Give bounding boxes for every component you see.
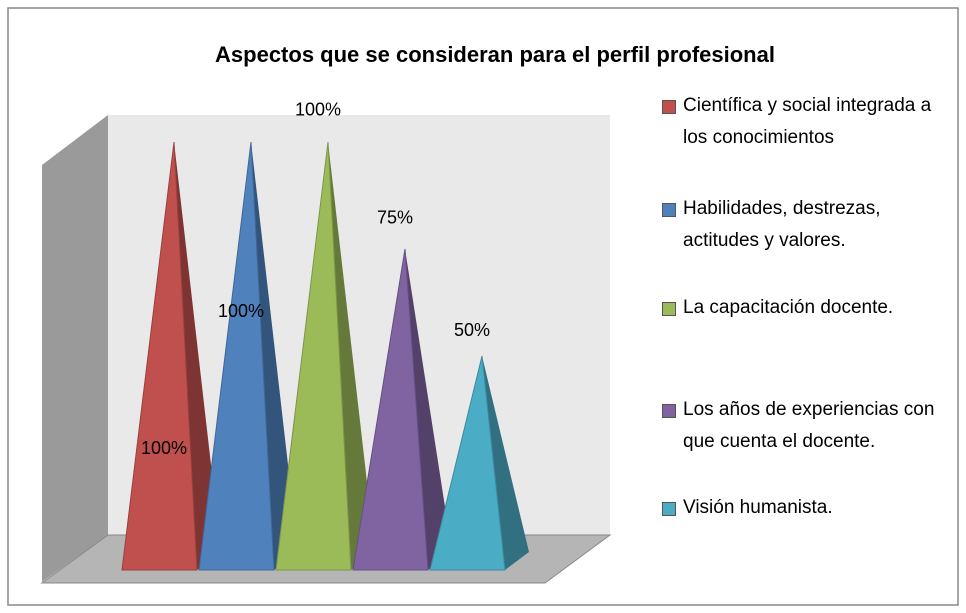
legend-item: Científica y social integrada a los cono… (662, 90, 947, 154)
data-label: 100% (295, 100, 341, 120)
legend-item: Los años de experiencias con que cuenta … (662, 394, 947, 458)
legend-item: La capacitación docente. (662, 292, 947, 324)
legend-swatch (662, 502, 676, 516)
legend-label: Visión humanista. (683, 497, 833, 518)
legend-item: Visión humanista. (662, 492, 947, 524)
side-wall (42, 115, 108, 582)
pyramid-front (429, 355, 506, 571)
legend-swatch (662, 100, 676, 114)
pyramid-front (352, 248, 429, 571)
legend-item: Habilidades, destrezas, actitudes y valo… (662, 193, 947, 257)
pyramid-side (174, 142, 221, 570)
data-label: 100% (141, 438, 187, 458)
pyramid-side (405, 249, 452, 570)
legend-swatch (662, 203, 676, 217)
data-label: 50% (454, 320, 490, 340)
legend-label: Científica y social integrada a los cono… (683, 95, 932, 148)
pyramid-front (121, 141, 198, 571)
legend-swatch (662, 302, 676, 316)
chart-title: Aspectos que se consideran para el perfi… (215, 42, 775, 67)
legend-label: Habilidades, destrezas, actitudes y valo… (683, 198, 881, 251)
pyramid-side (328, 142, 375, 570)
pyramid-front (198, 141, 275, 571)
pyramid-front (275, 141, 352, 571)
pyramid-side (482, 356, 529, 570)
data-label: 75% (377, 208, 413, 228)
legend-swatch (662, 404, 676, 418)
data-label: 100% (218, 301, 264, 321)
legend-label: Los años de experiencias con que cuenta … (683, 399, 935, 452)
pyramid-side (251, 142, 298, 570)
legend-label: La capacitación docente. (683, 297, 894, 318)
